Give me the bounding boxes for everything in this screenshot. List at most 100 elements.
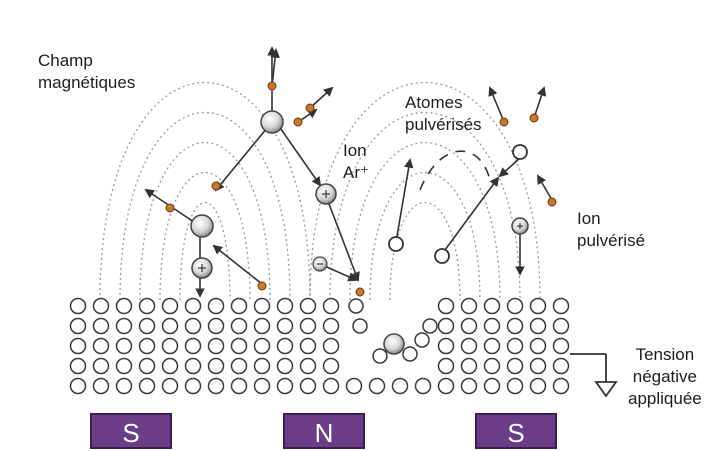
magnetic-field-lines <box>99 82 541 301</box>
lattice-atom <box>69 297 87 315</box>
lattice-atom <box>276 297 294 315</box>
lattice-atom <box>138 297 156 315</box>
lattice-atom <box>506 377 524 395</box>
lattice-atom <box>69 337 87 355</box>
lattice-atom <box>92 337 110 355</box>
lattice-atom <box>552 357 570 375</box>
lattice-atom <box>322 357 340 375</box>
lattice-atom <box>69 377 87 395</box>
lattice-atom <box>552 377 570 395</box>
lattice-atom <box>92 377 110 395</box>
lattice-atom <box>414 377 432 395</box>
lattice-atom <box>529 377 547 395</box>
lattice-atom <box>529 357 547 375</box>
electron-negative <box>312 256 328 272</box>
lattice-atom <box>207 357 225 375</box>
lattice-atom <box>69 357 87 375</box>
lattice-atom <box>391 377 409 395</box>
lattice-atom <box>437 337 455 355</box>
lattice-atom <box>483 377 501 395</box>
lattice-atom <box>460 297 478 315</box>
lattice-atom <box>92 297 110 315</box>
lattice-atom <box>506 337 524 355</box>
lattice-atom <box>437 357 455 375</box>
lattice-atom <box>230 357 248 375</box>
lattice-atom <box>437 377 455 395</box>
label-ar-ion-line1: Ion <box>343 141 367 160</box>
lattice-atom <box>184 317 202 335</box>
lattice-atom <box>92 317 110 335</box>
magnet-north-center: N <box>283 413 365 449</box>
lattice-atom <box>529 317 547 335</box>
lattice-atom <box>161 337 179 355</box>
label-negative-voltage-line2: négative <box>632 367 698 387</box>
lattice-atom <box>483 297 501 315</box>
lattice-atom <box>460 317 478 335</box>
lattice-atom <box>253 337 271 355</box>
lattice-atom <box>322 297 340 315</box>
lattice-atom <box>460 337 478 355</box>
lattice-atom <box>230 297 248 315</box>
lattice-atom <box>253 377 271 395</box>
label-negative-voltage-line3: appliquée <box>628 389 702 409</box>
lattice-atom <box>253 317 271 335</box>
lattice-atom <box>345 377 363 395</box>
lattice-atom <box>138 357 156 375</box>
lattice-atom <box>506 317 524 335</box>
magnet-south-right: S <box>475 413 557 449</box>
lattice-atom <box>552 337 570 355</box>
lattice-atom <box>115 377 133 395</box>
lattice-atom <box>529 337 547 355</box>
lattice-atom <box>138 317 156 335</box>
label-magnetic-field-line1: Champ <box>38 51 93 70</box>
lattice-atom <box>299 317 317 335</box>
magnet-south-left: S <box>90 413 172 449</box>
lattice-atom <box>299 297 317 315</box>
lattice-atom <box>161 377 179 395</box>
lattice-atom <box>115 357 133 375</box>
lattice-atom <box>529 297 547 315</box>
lattice-atom <box>138 337 156 355</box>
lattice-atom <box>276 317 294 335</box>
lattice-atom <box>184 357 202 375</box>
label-magnetic-field: Champ magnétiques <box>38 50 135 94</box>
lattice-atom <box>230 337 248 355</box>
lattice-atom <box>322 337 340 355</box>
lattice-atom <box>184 297 202 315</box>
lattice-atom <box>483 317 501 335</box>
lattice-atom <box>115 317 133 335</box>
label-sputtered-atoms-line1: Atomes <box>405 93 463 112</box>
label-ar-ion-line2: Ar⁺ <box>343 163 369 183</box>
lattice-atom <box>437 317 455 335</box>
lattice-atom <box>322 377 340 395</box>
lattice-atom <box>138 377 156 395</box>
lattice-atom <box>460 357 478 375</box>
target-atom-lattice <box>69 297 570 395</box>
lattice-atom <box>483 337 501 355</box>
electrons <box>165 81 557 297</box>
impact-ion <box>383 333 405 355</box>
sputtered-atoms <box>388 144 528 264</box>
displaced-target-atoms <box>348 298 438 364</box>
lattice-atom <box>230 377 248 395</box>
lattice-atom <box>483 357 501 375</box>
lattice-atom <box>299 377 317 395</box>
label-magnetic-field-line2: magnétiques <box>38 73 136 93</box>
lattice-atom <box>161 317 179 335</box>
lattice-atom <box>276 337 294 355</box>
lattice-atom <box>230 317 248 335</box>
lattice-atom <box>207 337 225 355</box>
voltage-symbol <box>570 353 618 398</box>
lattice-atom <box>184 377 202 395</box>
lattice-atom <box>207 297 225 315</box>
lattice-atom <box>299 337 317 355</box>
lattice-atom <box>437 297 455 315</box>
lattice-atom <box>552 297 570 315</box>
lattice-atom <box>276 377 294 395</box>
lattice-atom <box>276 357 294 375</box>
label-sputtered-atoms: Atomes pulvérisés <box>405 92 482 136</box>
lattice-atom <box>115 297 133 315</box>
lattice-atom <box>253 357 271 375</box>
lattice-atom <box>69 317 87 335</box>
